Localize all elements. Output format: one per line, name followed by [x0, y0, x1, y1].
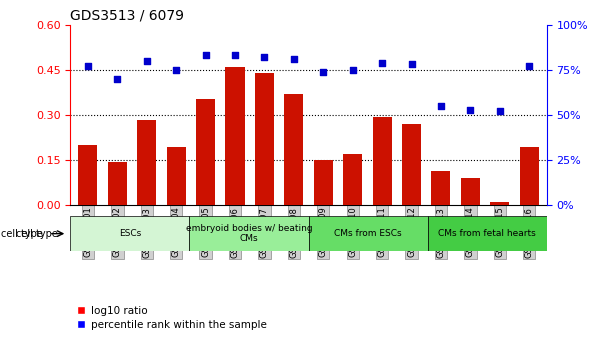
Bar — [313, 160, 333, 205]
FancyBboxPatch shape — [428, 216, 547, 251]
Point — [112, 76, 122, 82]
Text: embryoid bodies w/ beating
CMs: embryoid bodies w/ beating CMs — [186, 224, 312, 243]
Text: CMs from ESCs: CMs from ESCs — [334, 229, 402, 238]
Point — [260, 55, 269, 60]
Bar — [167, 147, 186, 205]
Point — [171, 67, 181, 73]
Bar — [343, 154, 362, 205]
Bar — [490, 202, 510, 205]
FancyBboxPatch shape — [189, 216, 309, 251]
Bar — [373, 116, 392, 205]
Bar — [284, 94, 304, 205]
Bar — [255, 73, 274, 205]
Point — [495, 109, 505, 114]
Point — [83, 63, 93, 69]
Text: cell type: cell type — [16, 229, 58, 239]
Bar — [225, 67, 244, 205]
Point — [407, 62, 417, 67]
Bar — [78, 145, 98, 205]
Point — [348, 67, 357, 73]
Bar — [519, 147, 539, 205]
Point — [289, 56, 299, 62]
FancyBboxPatch shape — [309, 216, 428, 251]
Point — [142, 58, 152, 64]
Point — [230, 53, 240, 58]
Text: cell type: cell type — [1, 229, 43, 239]
Bar — [196, 98, 215, 205]
Text: CMs from fetal hearts: CMs from fetal hearts — [439, 229, 536, 238]
Point — [318, 69, 328, 75]
Point — [524, 63, 534, 69]
Point — [377, 60, 387, 65]
Bar — [137, 120, 156, 205]
Point — [200, 53, 210, 58]
Bar — [402, 124, 421, 205]
Text: GDS3513 / 6079: GDS3513 / 6079 — [70, 8, 185, 22]
Text: ESCs: ESCs — [119, 229, 141, 238]
Point — [466, 107, 475, 113]
Bar — [431, 171, 450, 205]
Point — [436, 103, 446, 109]
Legend: log10 ratio, percentile rank within the sample: log10 ratio, percentile rank within the … — [76, 306, 267, 330]
FancyBboxPatch shape — [70, 216, 189, 251]
Bar — [108, 162, 127, 205]
Bar — [461, 178, 480, 205]
